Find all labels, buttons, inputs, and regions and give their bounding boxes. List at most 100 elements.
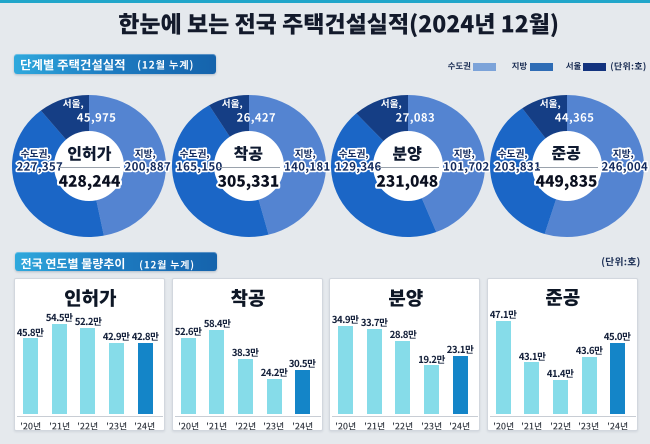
year-label-sales-22: '22년 [393,421,413,430]
bar-value-completions-20: 47.1만 [489,310,517,320]
bar-value-sales-24: 23.1만 [446,344,474,354]
year-label-completions-21: '21년 [522,421,542,430]
bar-value-completions-22: 41.4만 [547,368,574,378]
year-label-sales-23: '23년 [421,421,442,430]
page-title: 한눈에 보는 전국 주택건설실적(2024년 12월) [118,12,558,37]
donut-sales-divider [376,166,439,168]
bar-chart-starts-axis [174,416,321,417]
legend-swatch-seoul [582,62,606,71]
legend-label-provinces: 지방 [512,62,527,71]
bar-chart-permits-axis [17,416,163,417]
bar-chart-starts-title: 착공 [231,289,265,307]
donut-permits-metro-region: 수도권, [18,146,53,162]
bar-permits-21 [51,324,67,414]
bar-value-starts-20: 52.6만 [174,327,202,336]
donut-sales-seoul-value: 27,083 [396,113,434,124]
donut-sales-seoul-region: 서울, [381,98,402,110]
donut-completions-metro-value: 203,831 [492,159,543,176]
top-accent-bar [0,0,650,3]
bar-value-starts-23: 24.2만 [260,368,288,377]
bar-value-permits-24: 42.8만 [131,332,159,342]
year-label-permits-20: '20년 [21,421,41,430]
donut-sales-metro-region: 수도권, [336,146,371,162]
year-label-permits-24: '24년 [135,421,155,430]
trend-badge-label: 전국 연도별 물량추이 [21,257,125,270]
donut-completions-divider [535,166,598,168]
year-label-permits-22: '22년 [78,421,98,430]
bar-chart-completions-axis [489,416,636,417]
year-label-starts-23: '23년 [264,421,284,430]
donut-permits-name: 인허가 [67,146,111,161]
legend-swatch-metro [472,62,496,71]
donut-completions-prov-value: 246,004 [599,159,650,176]
bar-value-sales-21: 33.7만 [361,317,388,327]
donut-completions-metro-region: 수도권, [495,146,530,162]
donut-sales-prov-region: 지방, [451,146,477,162]
bar-permits-23 [109,343,124,414]
bar-sales-22 [395,341,411,414]
bar-starts-24 [295,370,311,414]
bar-completions-23 [581,357,597,414]
donut-starts-name: 착공 [234,146,263,161]
bar-chart-permits: 인허가 45.8만 '20년 54.5만 '21년 52.2만 '22년 42.… [14,278,165,431]
year-label-starts-21: '21년 [207,421,227,430]
bar-starts-22 [237,358,253,414]
bar-value-completions-23: 43.6만 [575,346,603,356]
donut-permits-prov-region: 지방, [132,146,158,162]
bar-permits-24 [137,343,153,414]
bar-starts-21 [209,329,225,414]
donut-starts-seoul-region: 서울, [222,98,243,110]
donut-completions-name: 준공 [552,146,581,161]
bar-completions-21 [524,362,540,414]
year-label-completions-22: '22년 [550,421,570,430]
donut-svg-permits [11,94,167,237]
bar-sales-21 [366,328,382,414]
trend-unit-label: (단위:호) [601,256,640,267]
bar-completions-24 [610,342,626,414]
bar-chart-completions: 준공 47.1만 '20년 43.1만 '21년 41.4만 '22년 43.6… [486,278,638,431]
bar-chart-sales-axis [332,416,478,417]
donut-starts-divider [217,166,280,168]
bar-completions-22 [552,379,568,414]
donut-permits-seoul-value: 45,975 [77,113,116,124]
year-label-completions-23: '23년 [579,421,599,430]
donut-permits-divider [58,166,120,168]
bar-value-completions-21: 43.1만 [518,351,546,361]
year-label-starts-20: '20년 [178,421,198,430]
legend-label-seoul: 서울 [565,62,581,71]
donut-permits-total: 428,244 [56,172,123,193]
bar-value-starts-24: 30.5만 [289,359,316,368]
donut-starts-prov-value: 140,181 [282,159,333,176]
legend-label-metro: 수도권 [447,62,471,70]
donut-sales-metro-value: 129,346 [333,159,384,176]
year-label-sales-20: '20년 [336,421,356,430]
stage-unit-label: (단위:호) [610,61,646,71]
year-label-completions-24: '24년 [607,421,628,430]
stage-badge-label: 단계별 주택건설실적 [20,58,125,71]
donut-starts-metro-region: 수도권, [177,146,212,162]
bar-chart-starts: 착공 52.6만 '20년 58.4만 '21년 38.3만 '22년 24.2… [171,278,323,431]
donut-starts-prov-region: 지방, [292,146,318,162]
year-label-completions-20: '20년 [493,421,513,430]
bar-chart-sales: 분양 34.9만 '20년 33.7만 '21년 28.8만 '22년 19.2… [329,278,480,431]
bar-value-starts-22: 38.3만 [232,347,259,357]
bar-chart-permits-title: 인허가 [64,289,116,307]
bar-permits-22 [80,327,96,414]
donut-sales-prov-value: 101,702 [441,159,492,176]
bar-sales-20 [338,325,354,414]
donut-completions-total: 449,835 [533,172,600,193]
donut-starts-seoul-value: 26,427 [236,113,275,124]
donut-chart-permits [9,93,169,239]
bar-starts-20 [180,338,196,414]
donut-completions-seoul-value: 44,365 [554,113,594,124]
year-label-permits-21: '21년 [49,421,69,430]
bar-value-starts-21: 58.4만 [203,318,231,328]
bar-value-sales-22: 28.8만 [389,330,417,339]
stage-badge-period: (12월 누계) [137,60,193,72]
donut-completions-seoul-region: 서울, [540,98,561,110]
bar-chart-sales-title: 분양 [388,289,423,307]
bar-value-permits-22: 52.2만 [74,316,102,326]
bar-value-sales-20: 34.9만 [332,314,360,324]
donut-starts-metro-value: 165,150 [174,159,225,176]
